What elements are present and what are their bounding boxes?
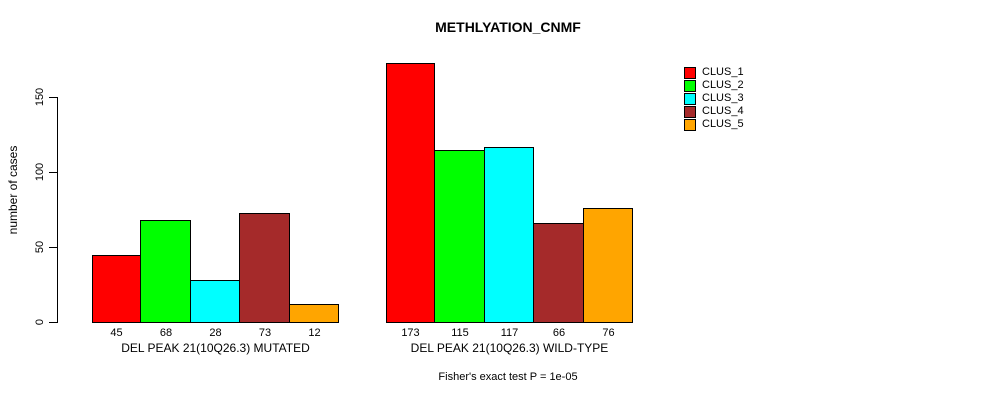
group-axis-label: DEL PEAK 21(10Q26.3) WILD-TYPE: [410, 341, 609, 355]
y-axis-tick: [49, 172, 57, 173]
bar-clus_3-group1: [190, 280, 240, 323]
legend-label-clus_4: CLUS_4: [702, 105, 744, 117]
y-axis-tick: [49, 97, 57, 98]
legend-label-clus_2: CLUS_2: [702, 79, 744, 91]
legend-swatch-clus_2: [684, 80, 696, 92]
legend-swatch-clus_1: [684, 67, 696, 79]
bar-value-label: 68: [159, 327, 173, 339]
bar-clus_3-group2: [484, 147, 534, 323]
bar-clus_5-group2: [583, 208, 633, 323]
bar-value-label: 12: [308, 327, 321, 339]
bar-value-label: 73: [258, 327, 272, 339]
y-axis-tick-label: 50: [34, 240, 46, 254]
bar-value-label: 76: [602, 327, 615, 339]
y-axis-tick-label: 100: [34, 162, 46, 182]
bar-clus_2-group1: [140, 220, 191, 323]
bar-value-label: 115: [451, 327, 469, 339]
legend-label-clus_1: CLUS_1: [702, 66, 744, 78]
bar-clus_4-group2: [533, 223, 584, 323]
group-axis-label: DEL PEAK 21(10Q26.3) MUTATED: [121, 341, 310, 355]
y-axis-tick-label: 150: [34, 87, 46, 107]
annotation-fishers-exact-test: Fisher's exact test P = 1e-05: [438, 371, 578, 383]
legend-label-clus_3: CLUS_3: [702, 92, 744, 104]
bar-clus_1-group2: [386, 63, 435, 323]
bar-clus_1-group1: [92, 255, 141, 323]
y-axis-tick-label: 0: [34, 318, 46, 326]
bar-value-label: 45: [110, 327, 123, 339]
bar-value-label: 28: [209, 327, 222, 339]
bar-value-label: 66: [552, 327, 566, 339]
bar-clus_4-group1: [239, 213, 290, 323]
y-axis-line: [57, 97, 58, 323]
y-axis-tick: [49, 322, 57, 323]
bar-value-label: 173: [401, 327, 420, 339]
legend-swatch-clus_5: [684, 119, 696, 131]
legend-label-clus_5: CLUS_5: [702, 118, 744, 130]
bar-clus_2-group2: [434, 150, 485, 323]
legend-swatch-clus_4: [684, 106, 696, 118]
y-axis-tick: [49, 247, 57, 248]
legend-swatch-clus_3: [684, 93, 696, 105]
bar-value-label: 117: [500, 327, 519, 339]
y-axis-label: number of cases: [6, 145, 20, 235]
chart-title: METHLYATION_CNMF: [435, 19, 581, 35]
bar-clus_5-group1: [289, 304, 339, 323]
